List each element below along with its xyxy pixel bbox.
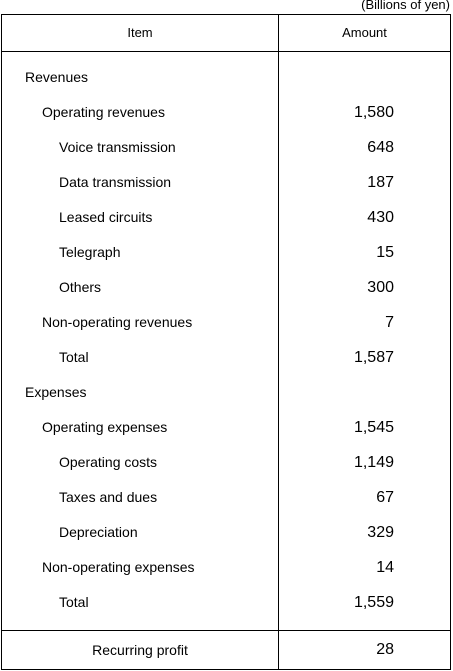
table-row: Leased circuits 430 — [2, 200, 450, 235]
table-row: Total 1,587 — [2, 340, 450, 375]
column-divider — [278, 15, 279, 669]
row-amount: 648 — [367, 139, 394, 156]
table-row: Total 1,559 — [2, 585, 450, 620]
footer-label: Recurring profit — [92, 642, 188, 658]
table-row: Depreciation 329 — [2, 515, 450, 550]
income-table: Item Amount Revenues Operating revenues 1,… — [1, 14, 451, 670]
row-label: Data transmission — [59, 174, 172, 190]
row-label: Total — [59, 594, 89, 610]
row-label: Non-operating revenues — [42, 314, 193, 330]
row-amount: 1,580 — [353, 104, 394, 121]
row-label: Taxes and dues — [59, 489, 158, 505]
row-amount: 14 — [376, 559, 394, 576]
table-row: Non-operating revenues 7 — [2, 305, 450, 340]
header-divider — [2, 51, 450, 52]
row-amount: 1,559 — [353, 594, 394, 611]
row-label: Leased circuits — [59, 209, 153, 225]
row-amount: 1,587 — [353, 349, 394, 366]
table-row: Non-operating expenses 14 — [2, 550, 450, 585]
row-label: Others — [59, 279, 102, 295]
row-label: Voice transmission — [59, 139, 176, 155]
row-label: Revenues — [25, 69, 89, 85]
table-row: Data transmission 187 — [2, 165, 450, 200]
table-row: Voice transmission 648 — [2, 130, 450, 165]
row-label: Operating revenues — [42, 104, 165, 120]
row-label: Operating expenses — [42, 419, 168, 435]
table-row: Operating revenues 1,580 — [2, 95, 450, 130]
table-row: Operating costs 1,149 — [2, 445, 450, 480]
table-row: Telegraph 15 — [2, 235, 450, 270]
row-amount: 67 — [376, 489, 394, 506]
row-amount: 187 — [367, 174, 394, 191]
row-label: Non-operating expenses — [42, 559, 195, 575]
unit-label: (Billions of yen) — [361, 0, 450, 12]
header-amount: Amount — [342, 25, 387, 40]
row-amount: 300 — [367, 279, 394, 296]
table-row: Expenses — [2, 375, 450, 410]
row-label: Operating costs — [59, 454, 158, 470]
footer-row: Recurring profit 28 — [2, 631, 450, 669]
row-amount: 329 — [367, 524, 394, 541]
table-row: Others 300 — [2, 270, 450, 305]
footer-amount: 28 — [376, 641, 394, 658]
row-amount: 1,149 — [353, 454, 394, 471]
table-row: Revenues — [2, 60, 450, 95]
row-label: Telegraph — [59, 244, 121, 260]
row-amount: 7 — [385, 314, 394, 331]
row-label: Expenses — [25, 384, 87, 400]
row-amount: 1,545 — [353, 419, 394, 436]
row-label: Depreciation — [59, 524, 138, 540]
footer-divider — [2, 630, 450, 631]
row-amount: 430 — [367, 209, 394, 226]
row-label: Total — [59, 349, 89, 365]
table-row: Taxes and dues 67 — [2, 480, 450, 515]
row-amount: 15 — [376, 244, 394, 261]
table-row: Operating expenses 1,545 — [2, 410, 450, 445]
header-item: Item — [127, 25, 153, 40]
